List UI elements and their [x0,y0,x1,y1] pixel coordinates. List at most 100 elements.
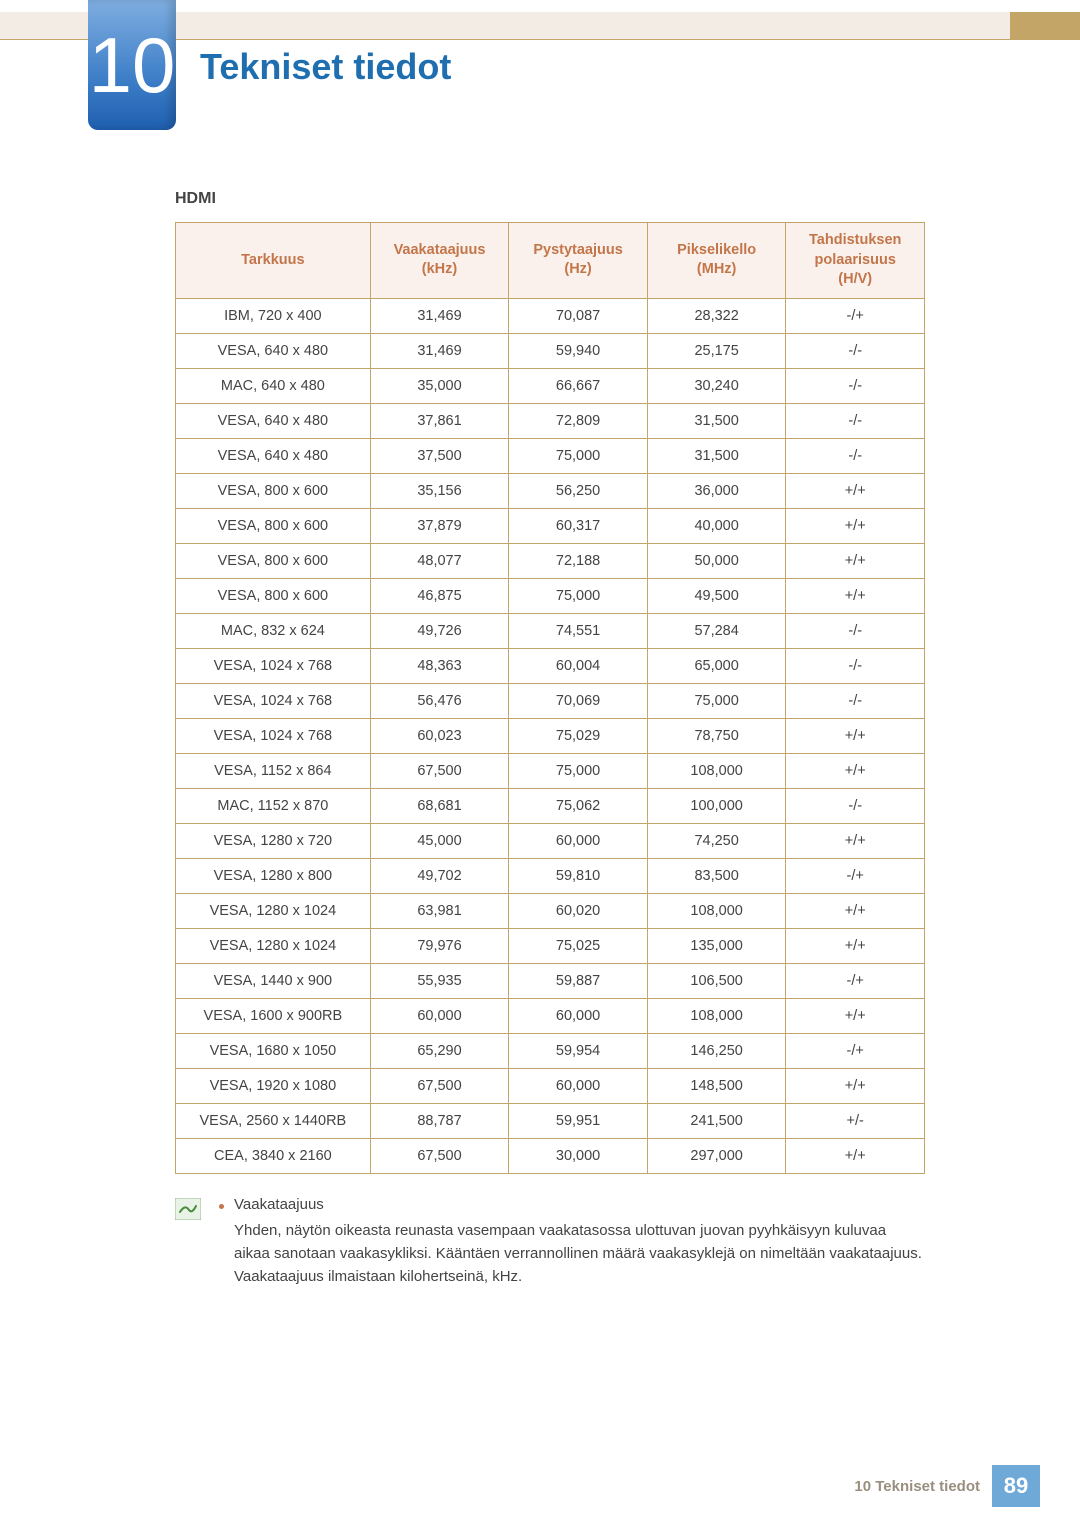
table-cell: VESA, 1152 x 864 [176,753,371,788]
table-cell: -/- [786,403,925,438]
table-cell: 65,000 [647,648,786,683]
note-icon [175,1198,201,1220]
table-cell: 83,500 [647,858,786,893]
table-cell: 35,000 [370,368,509,403]
table-cell: 28,322 [647,298,786,333]
table-cell: -/- [786,368,925,403]
table-cell: 60,000 [509,1068,648,1103]
footer: 10 Tekniset tiedot 89 [854,1465,1040,1507]
table-cell: -/- [786,613,925,648]
table-cell: 40,000 [647,508,786,543]
table-cell: 59,954 [509,1033,648,1068]
column-header: Pikselikello(MHz) [647,223,786,299]
table-cell: +/+ [786,508,925,543]
table-cell: VESA, 1280 x 1024 [176,893,371,928]
table-cell: 31,500 [647,403,786,438]
table-cell: -/+ [786,858,925,893]
table-cell: 75,029 [509,718,648,753]
table-row: VESA, 640 x 48037,50075,00031,500-/- [176,438,925,473]
table-cell: 70,069 [509,683,648,718]
content-area: HDMI TarkkuusVaakataajuus(kHz)Pystytaaju… [175,190,925,1288]
table-cell: 68,681 [370,788,509,823]
table-row: VESA, 1280 x 80049,70259,81083,500-/+ [176,858,925,893]
table-cell: 35,156 [370,473,509,508]
table-cell: -/+ [786,1033,925,1068]
table-cell: 60,000 [509,823,648,858]
table-cell: 60,020 [509,893,648,928]
table-cell: 75,062 [509,788,648,823]
table-cell: -/- [786,788,925,823]
table-cell: 63,981 [370,893,509,928]
table-cell: VESA, 1024 x 768 [176,648,371,683]
table-cell: VESA, 640 x 480 [176,438,371,473]
table-cell: 37,861 [370,403,509,438]
note-content: Vaakataajuus Yhden, näytön oikeasta reun… [219,1196,925,1289]
table-cell: 36,000 [647,473,786,508]
table-cell: +/+ [786,1068,925,1103]
table-cell: +/+ [786,823,925,858]
table-cell: VESA, 2560 x 1440RB [176,1103,371,1138]
note-term: Vaakataajuus [234,1196,324,1213]
table-row: VESA, 1600 x 900RB60,00060,000108,000+/+ [176,998,925,1033]
table-cell: VESA, 1920 x 1080 [176,1068,371,1103]
table-cell: 108,000 [647,893,786,928]
table-cell: 70,087 [509,298,648,333]
table-cell: -/- [786,683,925,718]
table-cell: 74,551 [509,613,648,648]
table-cell: +/+ [786,1138,925,1173]
table-cell: +/+ [786,998,925,1033]
table-row: VESA, 1280 x 72045,00060,00074,250+/+ [176,823,925,858]
column-header: Vaakataajuus(kHz) [370,223,509,299]
table-cell: +/+ [786,893,925,928]
table-cell: 148,500 [647,1068,786,1103]
table-cell: 135,000 [647,928,786,963]
table-cell: 75,000 [509,438,648,473]
chapter-badge: 10 [88,0,176,130]
table-cell: 108,000 [647,753,786,788]
table-cell: 108,000 [647,998,786,1033]
table-cell: 88,787 [370,1103,509,1138]
table-cell: 59,887 [509,963,648,998]
table-row: VESA, 800 x 60048,07772,18850,000+/+ [176,543,925,578]
table-cell: 59,951 [509,1103,648,1138]
table-cell: 56,250 [509,473,648,508]
table-cell: MAC, 832 x 624 [176,613,371,648]
table-cell: 31,469 [370,333,509,368]
table-cell: -/+ [786,963,925,998]
table-cell: 49,500 [647,578,786,613]
page-title: Tekniset tiedot [200,46,451,88]
table-cell: 59,940 [509,333,648,368]
table-cell: 72,809 [509,403,648,438]
table-cell: +/+ [786,928,925,963]
table-cell: VESA, 800 x 600 [176,543,371,578]
table-cell: VESA, 1024 x 768 [176,718,371,753]
table-cell: 75,000 [509,753,648,788]
table-cell: VESA, 1600 x 900RB [176,998,371,1033]
table-cell: 46,875 [370,578,509,613]
table-cell: 241,500 [647,1103,786,1138]
table-cell: 60,023 [370,718,509,753]
table-cell: 100,000 [647,788,786,823]
table-cell: MAC, 640 x 480 [176,368,371,403]
table-cell: IBM, 720 x 400 [176,298,371,333]
table-row: VESA, 800 x 60035,15656,25036,000+/+ [176,473,925,508]
table-cell: VESA, 640 x 480 [176,403,371,438]
note-term-row: Vaakataajuus [219,1196,925,1213]
table-cell: -/- [786,438,925,473]
table-cell: +/+ [786,543,925,578]
spec-table: TarkkuusVaakataajuus(kHz)Pystytaajuus(Hz… [175,222,925,1174]
table-cell: 65,290 [370,1033,509,1068]
bullet-icon [219,1204,224,1209]
table-row: VESA, 1024 x 76856,47670,06975,000-/- [176,683,925,718]
footer-text: 10 Tekniset tiedot [854,1478,980,1495]
table-cell: -/- [786,648,925,683]
table-cell: VESA, 1024 x 768 [176,683,371,718]
table-cell: 67,500 [370,1068,509,1103]
table-cell: 59,810 [509,858,648,893]
table-cell: 48,363 [370,648,509,683]
table-cell: 72,188 [509,543,648,578]
table-row: VESA, 1280 x 102479,97675,025135,000+/+ [176,928,925,963]
table-row: VESA, 1680 x 105065,29059,954146,250-/+ [176,1033,925,1068]
table-cell: +/+ [786,473,925,508]
table-cell: VESA, 1280 x 800 [176,858,371,893]
